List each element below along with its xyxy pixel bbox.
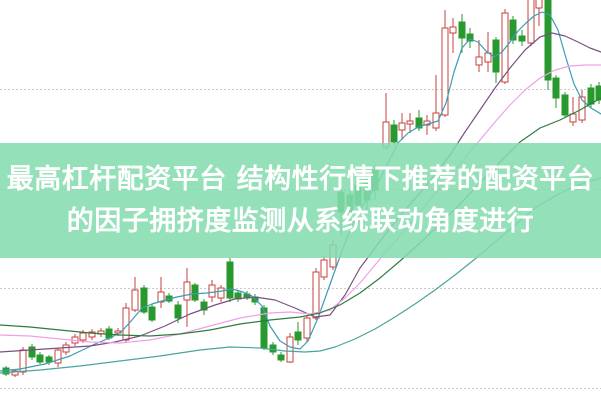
ma-pink: [0, 64, 601, 344]
banner-text-line-1: 最高杠杆配资平台 结构性行情下推荐的配资平台: [6, 163, 595, 195]
ma-purple: [0, 32, 601, 353]
overlay-banner: 最高杠杆配资平台 结构性行情下推荐的配资平台 的因子拥挤度监测从系统联动角度进行: [0, 143, 601, 258]
banner-text-line-2: 的因子拥挤度监测从系统联动角度进行: [66, 205, 535, 237]
